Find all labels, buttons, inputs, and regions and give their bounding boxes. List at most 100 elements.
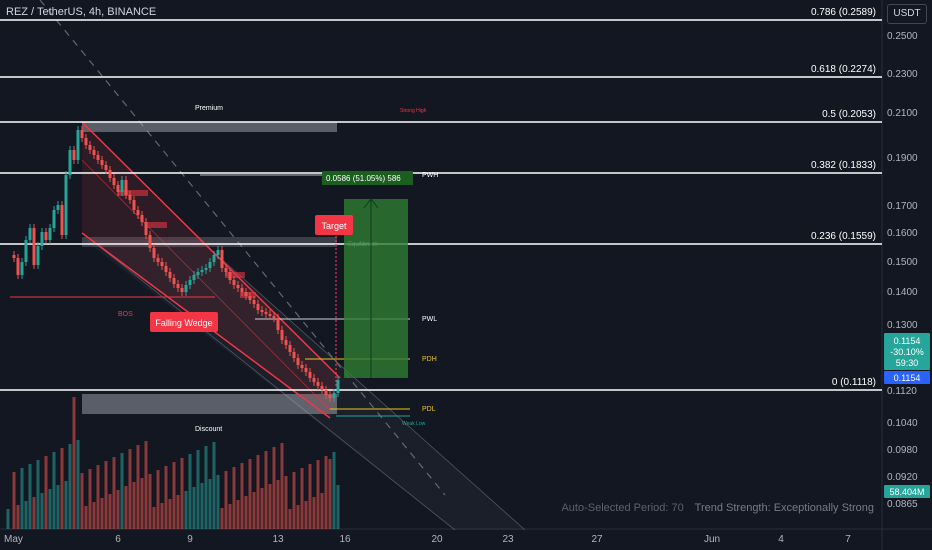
candle-body [104, 165, 108, 170]
candle-body [232, 280, 236, 285]
volume-bar [92, 502, 96, 529]
candle-body [264, 312, 268, 314]
volume-bar [136, 445, 140, 529]
candle-body [172, 278, 176, 284]
volume-bar [300, 468, 304, 529]
price-tick-label: 0.1400 [887, 287, 918, 298]
volume-bar [256, 455, 260, 529]
candle-body [252, 300, 256, 304]
symbol-title: REZ / TetherUS, 4h, BINANCE [6, 6, 157, 18]
candle-body [72, 150, 76, 160]
volume-bar [48, 489, 52, 529]
target-zone [344, 199, 408, 378]
volume-bar [216, 475, 220, 529]
candle-body [144, 222, 148, 235]
time-tick-label: 27 [591, 534, 603, 545]
candle-body [192, 275, 196, 280]
last-price-tag [884, 333, 930, 370]
volume-bar [80, 473, 84, 529]
measure-box [322, 171, 413, 185]
volume-bar [172, 462, 176, 529]
candle-body [120, 180, 124, 192]
volume-bar [56, 485, 60, 529]
time-tick-label: 23 [502, 534, 514, 545]
candle-body [24, 240, 28, 262]
candle-body [48, 228, 52, 240]
volume-bar [6, 509, 10, 529]
candle-body [204, 268, 208, 270]
volume-tag-label: 58.404M [889, 487, 924, 497]
volume-bar [284, 476, 288, 529]
volume-bar [252, 492, 256, 529]
fib-label: 0.382 (0.1833) [811, 160, 876, 171]
candle-body [84, 138, 88, 145]
volume-bar [36, 460, 40, 529]
candle-body [180, 288, 184, 292]
volume-bar [264, 451, 268, 529]
candle-body [20, 262, 24, 275]
candle-body [196, 272, 200, 275]
price-tick-label: 0.1500 [887, 257, 918, 268]
volume-bar [52, 452, 56, 529]
candle-body [256, 304, 260, 310]
strong-high-label: Strong High [400, 108, 427, 114]
candle-body [96, 155, 100, 160]
candle-body [200, 270, 204, 272]
volume-bar [308, 464, 312, 529]
candle-body [60, 205, 64, 235]
volume-bar [120, 453, 124, 529]
candle-body [276, 318, 280, 330]
volume-bar [208, 479, 212, 529]
candle-body [40, 232, 44, 246]
candle-body [32, 228, 36, 265]
price-tick-label: 0.2100 [887, 108, 918, 119]
candle-body [220, 250, 224, 268]
candle-body [308, 372, 312, 378]
volume-bar [176, 495, 180, 529]
candle-body [272, 316, 276, 318]
order-block [225, 272, 245, 278]
candle-body [292, 352, 296, 358]
candle-body [160, 262, 164, 266]
target-badge [315, 215, 353, 235]
channel-lower-line [84, 234, 456, 531]
time-tick-label: 13 [272, 534, 284, 545]
volume-bar [304, 501, 308, 529]
volume-bar [168, 499, 172, 529]
volume-bar [132, 482, 136, 529]
candle-body [64, 175, 68, 235]
volume-bar [160, 503, 164, 529]
volume-bar [116, 490, 120, 529]
volume-bar [44, 456, 48, 529]
volume-bar [64, 481, 68, 529]
volume-bar [128, 449, 132, 529]
pwh-label: PWH [422, 172, 438, 179]
candle-body [68, 150, 72, 175]
candle-body [320, 386, 324, 390]
candle-body [216, 250, 220, 255]
candle-body [336, 380, 340, 393]
candle-body [164, 266, 168, 272]
candle-body [148, 235, 152, 248]
volume-bar [260, 488, 264, 529]
volume-bar [292, 472, 296, 529]
candle-body [240, 288, 244, 292]
candle-body [228, 272, 232, 280]
volume-bar [100, 498, 104, 529]
weak-low-label: Weak Low [402, 421, 426, 427]
volume-bar [224, 471, 228, 529]
candle-body [316, 382, 320, 386]
price-tick-label: 0.1900 [887, 153, 918, 164]
order-block [118, 190, 148, 196]
candle-body [92, 150, 96, 155]
volume-bar [312, 497, 316, 529]
volume-bar [12, 472, 16, 529]
bar-countdown-label: 59:30 [896, 358, 919, 368]
volume-bar [184, 491, 188, 529]
currency-button[interactable]: USDT [887, 4, 927, 24]
candle-body [328, 395, 332, 398]
candle-body [116, 185, 120, 192]
volume-tag [884, 485, 930, 498]
